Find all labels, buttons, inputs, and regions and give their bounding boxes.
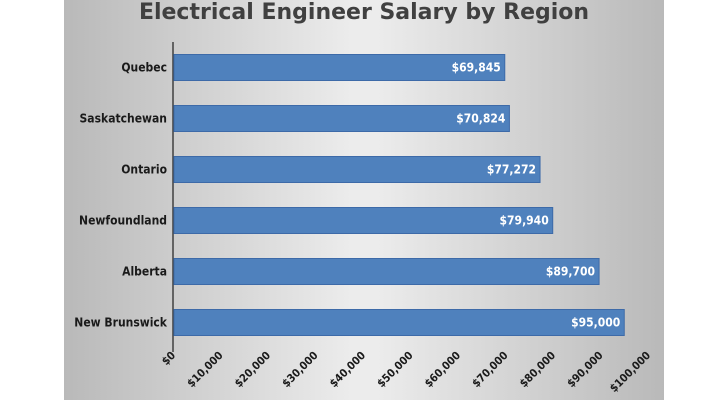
- data-label: $89,700: [546, 265, 595, 279]
- x-tick-label: $10,000: [185, 349, 226, 390]
- bar: [173, 258, 600, 285]
- category-label: Quebec: [121, 61, 167, 75]
- x-tick-label: $30,000: [280, 349, 321, 390]
- data-label: $95,000: [571, 316, 620, 330]
- x-tick-label: $90,000: [565, 349, 606, 390]
- chart-title: Electrical Engineer Salary by Region: [138, 0, 590, 25]
- bar: [173, 309, 625, 336]
- x-tick-label: $0: [159, 349, 178, 368]
- x-tick-label: $80,000: [517, 349, 558, 390]
- x-tick-label: $50,000: [375, 349, 416, 390]
- x-tick-label: $60,000: [422, 349, 463, 390]
- category-label: New Brunswick: [74, 316, 168, 330]
- bar: [173, 54, 506, 81]
- x-tick-label: $100,000: [607, 349, 653, 395]
- bar: [173, 207, 554, 234]
- category-label: Alberta: [122, 265, 167, 279]
- x-tick-label: $70,000: [470, 349, 511, 390]
- category-label: Saskatchewan: [80, 112, 167, 126]
- x-tick-label: $40,000: [327, 349, 368, 390]
- data-label: $69,845: [452, 61, 501, 75]
- x-tick-label: $20,000: [232, 349, 273, 390]
- data-label: $79,940: [500, 214, 549, 228]
- category-label: Newfoundland: [79, 214, 167, 228]
- bar: [173, 156, 541, 183]
- category-label: Ontario: [121, 163, 167, 177]
- bar: [173, 105, 510, 132]
- data-label: $70,824: [456, 112, 506, 126]
- data-label: $77,272: [487, 163, 536, 177]
